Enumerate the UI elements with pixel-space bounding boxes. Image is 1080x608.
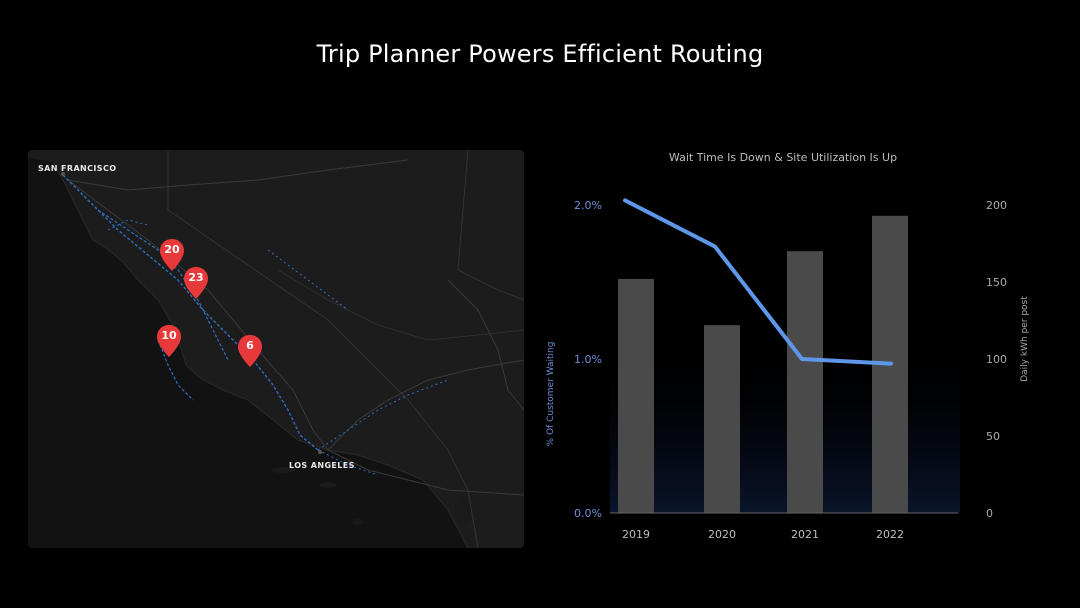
right-tick-label: 100	[986, 353, 1007, 366]
city-dot-la	[318, 450, 322, 454]
island	[271, 467, 295, 473]
chart-panel: Wait Time Is Down & Site Utilization Is …	[540, 140, 1060, 560]
marker-count: 6	[246, 339, 254, 352]
map-marker-23[interactable]: 23	[183, 266, 209, 300]
slide-title: Trip Planner Powers Efficient Routing	[316, 40, 764, 68]
left-axis-title: % Of Customer Waiting	[546, 342, 556, 447]
marker-count: 20	[164, 243, 180, 256]
island	[319, 482, 337, 488]
charging-route	[62, 174, 319, 451]
city-dot-sf	[61, 172, 65, 176]
right-tick-label: 200	[986, 199, 1007, 212]
right-axis-title: Daily kWh per post	[1020, 296, 1030, 382]
series-line-customer-waiting	[623, 198, 893, 366]
left-tick-label: 0.0%	[574, 507, 602, 520]
x-tick-label: 2020	[708, 528, 736, 541]
marker-count: 10	[161, 329, 177, 342]
land-area	[28, 150, 524, 548]
california-map	[28, 150, 524, 548]
map-pin-icon	[157, 325, 181, 357]
map-panel[interactable]: SAN FRANCISCO LOS ANGELES 20 23 10 6	[28, 150, 524, 548]
map-pin-icon	[184, 267, 208, 299]
state-border	[457, 150, 524, 301]
right-tick-label: 50	[986, 430, 1000, 443]
x-tick-label: 2021	[791, 528, 819, 541]
left-tick-label: 2.0%	[574, 199, 602, 212]
right-axis-tick-labels: 0 50 100 150 200	[986, 199, 1007, 520]
charging-route	[107, 219, 149, 231]
combo-chart: Wait Time Is Down & Site Utilization Is …	[546, 151, 1030, 541]
road	[327, 359, 524, 451]
charging-route	[267, 249, 349, 311]
charging-route	[97, 209, 229, 361]
bar-2020	[704, 325, 740, 513]
city-label-san-francisco: SAN FRANCISCO	[38, 164, 117, 173]
map-marker-6[interactable]: 6	[237, 334, 263, 368]
city-label-los-angeles: LOS ANGELES	[289, 461, 355, 470]
charging-route	[317, 449, 379, 476]
right-tick-label: 0	[986, 507, 993, 520]
left-tick-label: 1.0%	[574, 353, 602, 366]
x-tick-label: 2022	[876, 528, 904, 541]
road	[277, 269, 524, 341]
map-marker-10[interactable]: 10	[156, 324, 182, 358]
road	[447, 279, 524, 411]
state-border	[167, 150, 479, 548]
bar-2019	[618, 278, 654, 513]
map-pin-icon	[160, 239, 184, 271]
map-marker-20[interactable]: 20	[159, 238, 185, 272]
road	[67, 179, 329, 451]
island	[352, 519, 364, 525]
road	[327, 449, 524, 496]
road	[67, 159, 409, 191]
x-tick-labels: 2019 2020 2021 2022	[622, 528, 904, 541]
right-tick-label: 150	[986, 276, 1007, 289]
marker-count: 23	[188, 271, 204, 284]
x-tick-label: 2019	[622, 528, 650, 541]
map-pin-icon	[238, 335, 262, 367]
coastline	[52, 161, 469, 548]
left-axis-tick-labels: 0.0% 1.0% 2.0%	[574, 199, 602, 520]
chart-title: Wait Time Is Down & Site Utilization Is …	[669, 151, 897, 164]
island	[455, 496, 471, 524]
bar-2021	[787, 251, 823, 513]
